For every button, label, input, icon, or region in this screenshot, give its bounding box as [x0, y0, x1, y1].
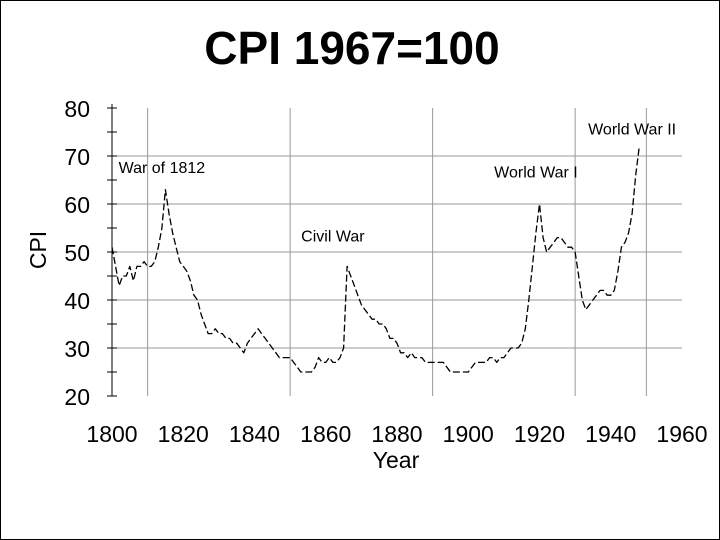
annotation-world-war-i: World War I: [494, 165, 578, 182]
x-tick-label-1860: 1860: [300, 421, 351, 447]
x-tick-label-1960: 1960: [656, 421, 707, 447]
y-axis-label: CPI: [25, 231, 51, 269]
x-tick-label-1900: 1900: [443, 421, 494, 447]
annotation-civil-war: Civil War: [301, 228, 365, 245]
series-lines: [111, 146, 640, 373]
annotations: War of 1812 Civil War World War I World War…: [119, 121, 677, 245]
grid-lines: [112, 108, 682, 396]
x-tick-label-1840: 1840: [229, 421, 280, 447]
x-tick-label-1940: 1940: [585, 421, 636, 447]
x-tick-labels: 1800 1820 1840 1860 1880 1900 1920 1940 1960: [86, 421, 707, 447]
annotation-war-of-1812: War of 1812: [119, 160, 206, 177]
y-tick-label-60: 60: [64, 192, 90, 218]
y-tick-labels: 20 30 40 50 60 70 80: [64, 96, 90, 410]
y-tick-label-30: 30: [64, 336, 90, 362]
y-tick-label-50: 50: [64, 240, 90, 266]
x-tick-label-1880: 1880: [371, 421, 422, 447]
x-axis-label: Year: [373, 447, 420, 473]
annotation-world-war-ii: World War II: [588, 121, 676, 138]
y-tick-label-70: 70: [64, 144, 90, 170]
y-tick-label-40: 40: [64, 288, 90, 314]
x-tick-label-1820: 1820: [158, 421, 209, 447]
y-tick-label-20: 20: [64, 384, 90, 410]
chart-title: CPI 1967=100: [204, 22, 499, 74]
series-line-0: [111, 146, 640, 373]
x-tick-label-1920: 1920: [514, 421, 565, 447]
y-tick-label-80: 80: [64, 96, 90, 122]
x-tick-label-1800: 1800: [86, 421, 137, 447]
